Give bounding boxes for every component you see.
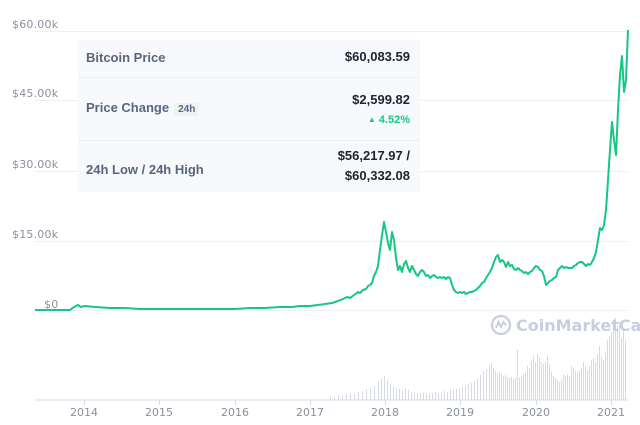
x-label-2015: 2015 <box>145 406 173 419</box>
stat-row-price: Bitcoin Price $60,083.59 <box>78 40 420 77</box>
x-tick-2020 <box>536 400 537 405</box>
caret-up-icon: ▲ <box>367 115 376 124</box>
price-value: $60,083.59 <box>344 49 410 64</box>
gridline-15k <box>35 241 628 242</box>
stat-row-change: Price Change 24h $2,599.82 ▲ 4.52% <box>78 78 420 140</box>
range-low-value: $56,217.97 / <box>337 148 410 163</box>
x-tick-2017 <box>310 400 311 405</box>
x-tick-2016 <box>235 400 236 405</box>
watermark-text: CoinMarketCap <box>516 315 640 335</box>
x-label-2019: 2019 <box>446 406 474 419</box>
timeframe-badge: 24h <box>174 103 200 116</box>
gridline-0 <box>35 310 628 311</box>
percent-change-value: 4.52% <box>378 114 410 126</box>
price-change-text: Price Change <box>86 100 170 115</box>
y-tick-0: $0 <box>44 298 59 311</box>
price-change-label: Price Change 24h <box>86 100 200 116</box>
y-tick-45k: $45.00k <box>12 87 59 100</box>
x-label-2016: 2016 <box>221 406 249 419</box>
price-label: Bitcoin Price <box>86 50 166 65</box>
percent-change: ▲ 4.52% <box>368 114 410 126</box>
range-high-value: $60,332.08 <box>344 168 410 183</box>
stat-row-range: 24h Low / 24h High $56,217.97 / $60,332.… <box>78 141 420 192</box>
y-tick-15k: $15.00k <box>12 228 59 241</box>
x-tick-2015 <box>159 400 160 405</box>
x-label-2018: 2018 <box>371 406 399 419</box>
x-tick-2021 <box>611 400 612 405</box>
y-tick-60k: $60.00k <box>12 18 59 31</box>
x-tick-2019 <box>460 400 461 405</box>
row-divider <box>78 140 420 141</box>
x-label-2021: 2021 <box>597 406 625 419</box>
coinmarketcap-logo-icon <box>490 314 512 336</box>
price-stats-card: Bitcoin Price $60,083.59 Price Change 24h… <box>78 40 420 192</box>
price-line <box>35 29 629 311</box>
x-label-2014: 2014 <box>70 406 98 419</box>
coinmarketcap-watermark: CoinMarketCap <box>490 314 640 336</box>
x-label-2017: 2017 <box>296 406 324 419</box>
price-change-value: $2,599.82 <box>352 92 410 107</box>
volume-bars <box>330 318 626 400</box>
x-tick-2014 <box>84 400 85 405</box>
y-tick-30k: $30.00k <box>12 158 59 171</box>
x-label-2020: 2020 <box>522 406 550 419</box>
row-divider <box>78 77 420 78</box>
range-label: 24h Low / 24h High <box>86 162 204 177</box>
x-tick-2018 <box>385 400 386 405</box>
gridline-60k <box>35 31 628 32</box>
